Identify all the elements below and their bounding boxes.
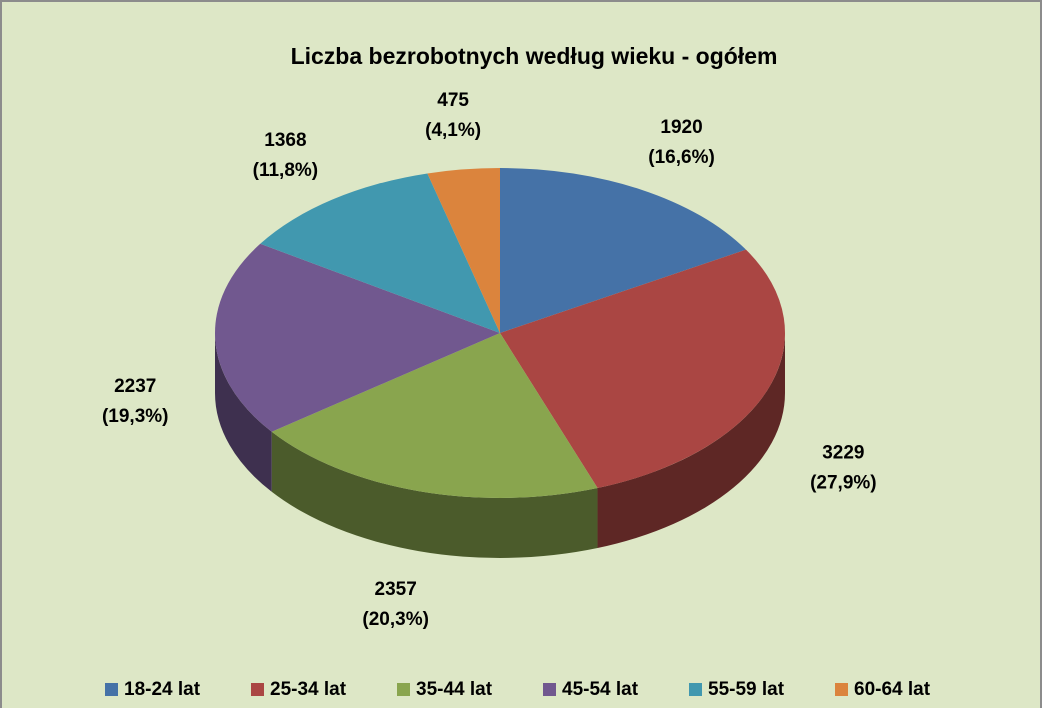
slice [214, 243, 500, 432]
legend-swatch [105, 683, 118, 696]
data-label-percent: (4,1%) [425, 120, 481, 141]
data-label: 1368 [264, 130, 306, 151]
legend-label: 55-59 lat [708, 679, 785, 700]
slice-side [597, 333, 785, 549]
legend-swatch [543, 683, 556, 696]
data-label: 475 [437, 90, 469, 111]
data-label: 2237 [114, 376, 156, 397]
data-label: 2357 [375, 579, 417, 600]
data-label-percent: (20,3%) [362, 609, 429, 630]
data-label-percent: (11,8%) [253, 160, 318, 181]
data-label: 1920 [660, 117, 702, 138]
legend-swatch [835, 683, 848, 696]
legend-label: 18-24 lat [124, 679, 201, 700]
data-label: 3229 [822, 443, 864, 464]
legend-swatch [251, 683, 264, 696]
slice [271, 333, 598, 499]
slice [500, 168, 746, 333]
legend-label: 60-64 lat [854, 679, 931, 700]
slice-side [215, 333, 272, 492]
data-label-percent: (16,6%) [648, 147, 715, 168]
data-label-percent: (27,9%) [810, 473, 877, 494]
slice [500, 249, 785, 489]
slice [260, 173, 500, 333]
slice-side [271, 431, 598, 558]
legend-swatch [397, 683, 410, 696]
legend-label: 25-34 lat [270, 679, 347, 700]
chart-title: Liczba bezrobotnych według wieku - ogółe… [291, 43, 778, 69]
data-label-percent: (19,3%) [102, 406, 169, 427]
legend-swatch [689, 683, 702, 696]
legend-label: 35-44 lat [416, 679, 493, 700]
legend-label: 45-54 lat [562, 679, 639, 700]
slice [427, 168, 500, 333]
